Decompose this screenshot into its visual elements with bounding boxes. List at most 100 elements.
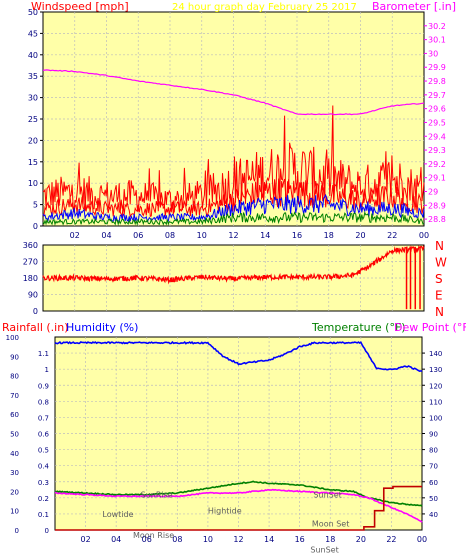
temperature-tick-label: 100 bbox=[429, 414, 442, 422]
y2-tick-label: 29.5 bbox=[428, 118, 446, 127]
x-tick-label: 14 bbox=[264, 535, 274, 544]
y-tick-label: 20 bbox=[28, 136, 38, 145]
x-tick-label: 00 bbox=[417, 535, 427, 544]
rainfall-tick-label: 0.5 bbox=[38, 447, 49, 455]
temperature-tick-label: 140 bbox=[429, 350, 442, 358]
humidity-panel-axes: 010203040506070809010000.10.20.30.40.50.… bbox=[6, 334, 443, 544]
temperature-tick-label: 70 bbox=[429, 463, 438, 471]
compass-label: N bbox=[435, 305, 444, 319]
y2-tick-label: 29.3 bbox=[428, 146, 446, 155]
y2-tick-label: 29.2 bbox=[428, 160, 446, 169]
y-tick-label: 30 bbox=[28, 94, 38, 103]
humidity-tick-label: 40 bbox=[10, 450, 19, 458]
event-annotation: Moon Set bbox=[312, 520, 349, 529]
chart-title: 24 hour graph day bbox=[172, 2, 265, 13]
rainfall-tick-label: 0.3 bbox=[38, 479, 49, 487]
compass-label: W bbox=[435, 256, 447, 270]
temperature-tick-label: 110 bbox=[429, 398, 442, 406]
y-tick-label: 35 bbox=[28, 72, 38, 81]
humidity-tick-label: 50 bbox=[10, 431, 19, 439]
humidity-tick-label: 70 bbox=[10, 392, 19, 400]
y2-tick-label: 30.1 bbox=[428, 36, 446, 45]
x-tick-label: 12 bbox=[233, 535, 243, 544]
x-tick-label: 06 bbox=[133, 231, 143, 240]
series-line-wind-direction bbox=[42, 244, 425, 285]
series-line-gust_max bbox=[42, 105, 425, 213]
humidity-tick-label: 60 bbox=[10, 411, 19, 419]
event-annotation: Lowtide bbox=[102, 510, 133, 519]
event-annotation: Hightide bbox=[208, 507, 242, 516]
y2-tick-label: 29.9 bbox=[428, 63, 446, 72]
x-tick-label: 08 bbox=[165, 231, 175, 240]
y2-tick-label: 29 bbox=[428, 187, 438, 196]
x-tick-label: 04 bbox=[101, 231, 111, 240]
compass-label: E bbox=[435, 289, 443, 303]
rainfall-axis-title: Rainfall (.in) bbox=[2, 321, 69, 334]
y-tick-label: 40 bbox=[28, 51, 38, 60]
series-line-wind_min bbox=[42, 211, 425, 226]
y-tick-label: 5 bbox=[33, 201, 38, 210]
y2-tick-label: 29.1 bbox=[428, 174, 446, 183]
wind-panel-marks bbox=[42, 69, 425, 226]
temperature-tick-label: 120 bbox=[429, 382, 442, 390]
y-tick-label: 360 bbox=[23, 241, 38, 250]
rainfall-tick-label: 1 bbox=[45, 366, 49, 374]
y-tick-label: 0 bbox=[33, 307, 38, 316]
rainfall-tick-label: 0.4 bbox=[38, 463, 50, 471]
temperature-tick-label: 50 bbox=[429, 495, 438, 503]
y-tick-label: 15 bbox=[28, 158, 38, 167]
chart-date: February 25 2017 bbox=[268, 2, 357, 13]
rainfall-tick-label: 0.7 bbox=[38, 414, 49, 422]
x-tick-label: 18 bbox=[324, 231, 334, 240]
wind-panel-axes: 0 5 10 15 20 25 30 35 40 45 50 28.8 28.9 29 29.1 29.2 29… bbox=[28, 8, 446, 240]
x-tick-label: 04 bbox=[111, 535, 121, 544]
y-tick-label: 0 bbox=[33, 222, 38, 231]
x-tick-label: 10 bbox=[197, 231, 207, 240]
y2-tick-label: 29.8 bbox=[428, 77, 446, 86]
y2-tick-label: 30 bbox=[428, 49, 438, 58]
x-tick-label: 02 bbox=[70, 231, 80, 240]
x-tick-label: 22 bbox=[387, 231, 397, 240]
x-tick-label: 00 bbox=[419, 231, 429, 240]
x-tick-label: 10 bbox=[203, 535, 213, 544]
y2-tick-label: 29.4 bbox=[428, 132, 446, 141]
temperature-tick-label: 40 bbox=[429, 511, 438, 519]
y-tick-label: 45 bbox=[28, 29, 38, 38]
rainfall-tick-label: 0.6 bbox=[38, 431, 50, 439]
direction-panel-marks bbox=[42, 244, 425, 310]
x-tick-label: 20 bbox=[356, 535, 366, 544]
y2-tick-label: 28.9 bbox=[428, 201, 446, 210]
dew-point-axis-title: Dew Point (°F) bbox=[394, 321, 466, 334]
humidity-axis-title: Humidity (%) bbox=[66, 321, 138, 334]
y2-tick-label: 29.6 bbox=[428, 105, 446, 114]
series-line-dew-point bbox=[54, 488, 423, 523]
y-tick-label: 180 bbox=[23, 274, 38, 283]
x-tick-label: 18 bbox=[325, 535, 335, 544]
humidity-tick-label: 10 bbox=[10, 508, 19, 516]
temperature-tick-label: 80 bbox=[429, 447, 438, 455]
compass-label: S bbox=[435, 272, 443, 286]
y-tick-label: 10 bbox=[28, 179, 38, 188]
y-tick-label: 270 bbox=[23, 258, 38, 267]
event-annotation: Moon Rise bbox=[133, 531, 174, 540]
y-tick-label: 25 bbox=[28, 115, 38, 124]
x-tick-label: 16 bbox=[292, 231, 302, 240]
temperature-tick-label: 90 bbox=[429, 431, 438, 439]
humidity-tick-label: 90 bbox=[10, 353, 19, 361]
x-tick-label: 12 bbox=[228, 231, 238, 240]
x-tick-label: 06 bbox=[142, 535, 152, 544]
series-line-barometer bbox=[42, 69, 425, 116]
y-tick-label: 50 bbox=[28, 8, 38, 17]
temperature-axis-title: Temperature (°F) bbox=[311, 321, 406, 334]
y2-tick-label: 28.8 bbox=[428, 215, 446, 224]
humidity-panel-marks: SunRise Lowtide Moon Rise Hightide SunSet Moo… bbox=[54, 340, 423, 554]
rainfall-tick-label: 0.9 bbox=[38, 382, 49, 390]
compass-label: N bbox=[435, 239, 444, 253]
event-annotation: SunSet bbox=[310, 545, 338, 554]
rainfall-tick-label: 0.1 bbox=[38, 511, 49, 519]
x-tick-label: 20 bbox=[355, 231, 365, 240]
humidity-tick-label: 30 bbox=[10, 469, 19, 477]
windspeed-axis-title: Windspeed [mph] bbox=[31, 0, 129, 13]
barometer-axis-title: Barometer [.in] bbox=[372, 0, 456, 13]
